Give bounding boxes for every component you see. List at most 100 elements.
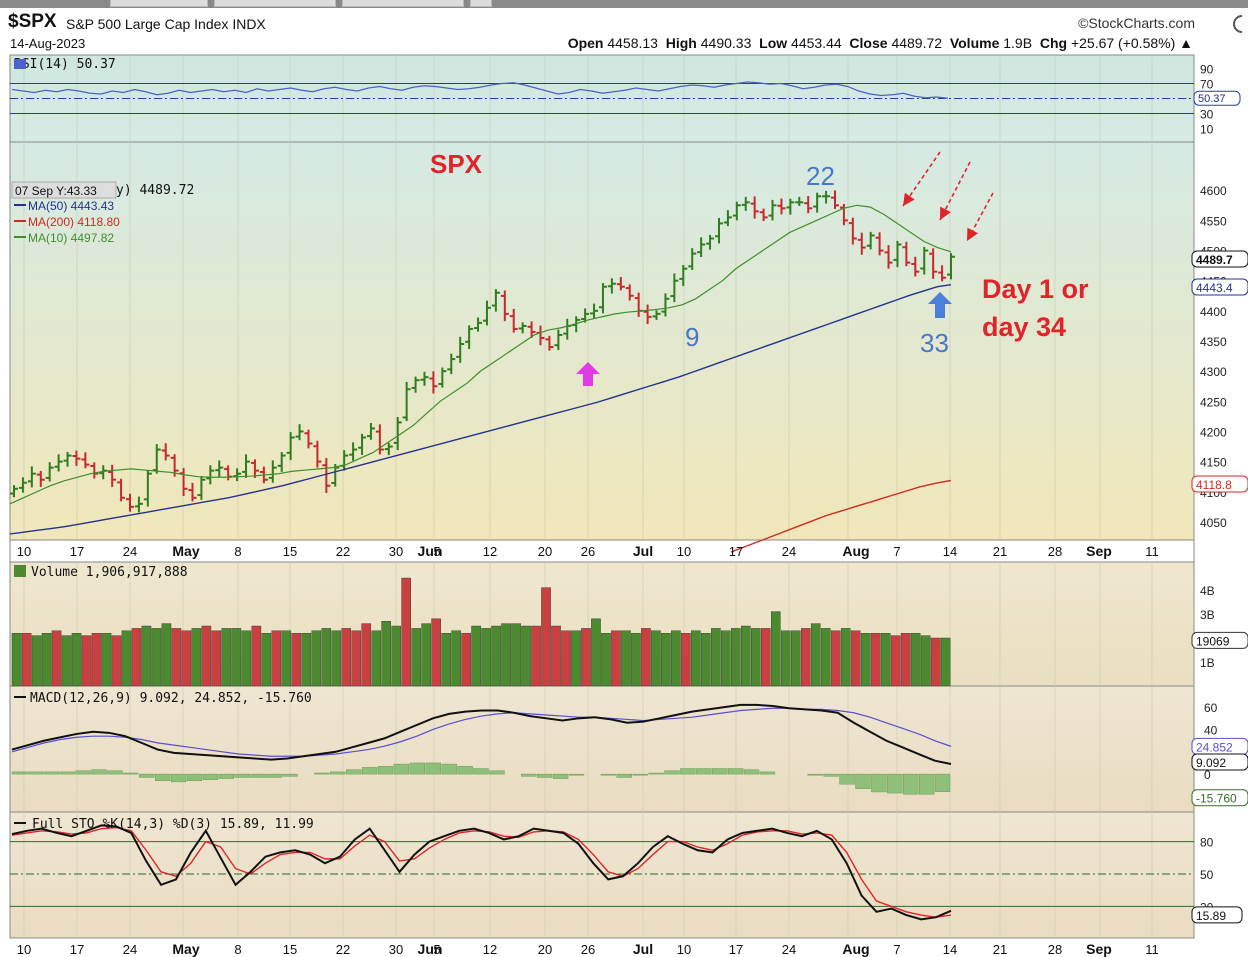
macd-histogram-bar	[727, 768, 744, 775]
volume-bar	[261, 633, 272, 687]
macd-histogram-bar	[43, 771, 59, 775]
macd-histogram-bar	[107, 770, 123, 775]
ma10-legend: MA(10) 4497.82	[28, 231, 114, 245]
price-bar	[804, 195, 813, 214]
price-bar	[830, 190, 839, 209]
stochastic-tick-label: 50	[1200, 868, 1214, 882]
date-axis-label: 28	[1048, 942, 1062, 957]
macd-tick-label: 40	[1204, 723, 1218, 737]
close-label: Close	[849, 35, 888, 51]
price-bar	[902, 241, 911, 267]
price-value-label: 4443.4	[1196, 281, 1233, 295]
browser-tab[interactable]	[470, 0, 492, 7]
price-bar	[652, 310, 661, 321]
macd-histogram-bar	[346, 769, 362, 775]
price-bar	[206, 465, 215, 485]
price-bar	[670, 273, 679, 303]
price-bar	[179, 467, 188, 496]
price-tick-label: 4350	[1200, 335, 1227, 349]
annotation-22: 22	[806, 161, 835, 191]
browser-tab[interactable]	[110, 0, 208, 7]
ma50-legend: MA(50) 4443.43	[28, 199, 114, 213]
price-bar	[875, 232, 884, 256]
macd-histogram-bar	[457, 766, 473, 775]
price-bar	[741, 196, 750, 211]
chart-date: 14-Aug-2023	[10, 36, 86, 51]
annotation-33: 33	[920, 328, 949, 358]
volume-bar	[211, 630, 222, 687]
date-axis-label: 14	[943, 942, 957, 957]
curved-arrow-icon[interactable]	[1232, 14, 1246, 34]
price-bar	[90, 462, 99, 479]
volume-bar	[421, 623, 431, 687]
price-tick-label: 4550	[1200, 214, 1227, 228]
volume-legend: Volume 1,906,917,888	[31, 565, 188, 580]
macd-histogram-bar	[11, 771, 28, 775]
close-value: 4489.72	[891, 35, 943, 51]
price-bar	[929, 248, 938, 279]
volume-bar	[930, 637, 941, 687]
volume-bar	[11, 633, 22, 687]
price-bar	[152, 444, 161, 474]
date-axis-label: 20	[538, 942, 552, 957]
macd-histogram-bar	[441, 763, 457, 775]
macd-histogram-bar	[409, 762, 425, 775]
price-bar	[375, 424, 384, 455]
volume-value-box	[1191, 631, 1248, 649]
blue-up-arrow-icon	[928, 292, 952, 318]
date-axis-label: 8	[234, 942, 241, 957]
price-bar	[598, 283, 607, 314]
macd-line	[11, 703, 952, 765]
volume-bar	[840, 628, 851, 687]
browser-top-strip	[0, 0, 1248, 8]
macd-histogram-bar	[600, 773, 616, 776]
macd-histogram-bar	[282, 773, 298, 777]
price-bar	[250, 459, 259, 478]
macd-histogram-bar	[393, 763, 410, 775]
macd-tick-label: 0	[1204, 768, 1211, 782]
volume-bar	[91, 633, 102, 687]
macd-histogram-bar	[59, 771, 75, 775]
price-bar	[322, 457, 331, 493]
date-axis-label: 10	[17, 942, 31, 957]
volume-bar	[571, 630, 581, 687]
price-bar	[447, 353, 456, 375]
price-bar	[358, 433, 367, 455]
macd-histogram-bar	[632, 773, 648, 776]
macd-histogram-bar	[521, 773, 537, 777]
browser-tab[interactable]	[342, 0, 464, 7]
date-axis-label: 24	[123, 544, 137, 559]
volume-bar	[810, 623, 821, 687]
price-panel	[9, 141, 1195, 541]
price-bar	[482, 300, 491, 326]
price-bar	[72, 450, 81, 466]
price-bar	[465, 325, 474, 349]
price-bar	[607, 278, 616, 294]
volume-bar	[221, 628, 232, 687]
volume-bar	[51, 630, 62, 687]
volume-bar	[880, 633, 891, 687]
date-axis-label: 7	[893, 544, 900, 559]
macd-histogram-bar	[552, 773, 569, 779]
annotation-day34: day 34	[982, 312, 1066, 342]
brand-label[interactable]: ©StockCharts.com	[1078, 15, 1195, 31]
volume-bar	[701, 633, 711, 687]
macd-histogram-bar	[234, 773, 250, 778]
volume-bar	[251, 625, 262, 687]
volume-bar	[491, 625, 501, 687]
stochastic-tick-label: 80	[1200, 836, 1214, 850]
macd-histogram-bar	[839, 773, 855, 785]
browser-tab[interactable]	[214, 0, 336, 7]
price-tick-label: 4600	[1200, 184, 1227, 198]
price-bar	[474, 317, 483, 332]
volume-bar	[910, 633, 921, 687]
date-axis-label: Sep	[1086, 543, 1112, 559]
price-value-box	[1191, 475, 1248, 493]
open-label: Open	[567, 35, 604, 51]
rsi-value-label: 50.37	[1198, 93, 1226, 105]
price-bar	[839, 203, 848, 226]
date-axis-label: 11	[1145, 942, 1159, 957]
date-axis-label: 5	[433, 942, 440, 957]
volume-bar	[471, 625, 481, 687]
